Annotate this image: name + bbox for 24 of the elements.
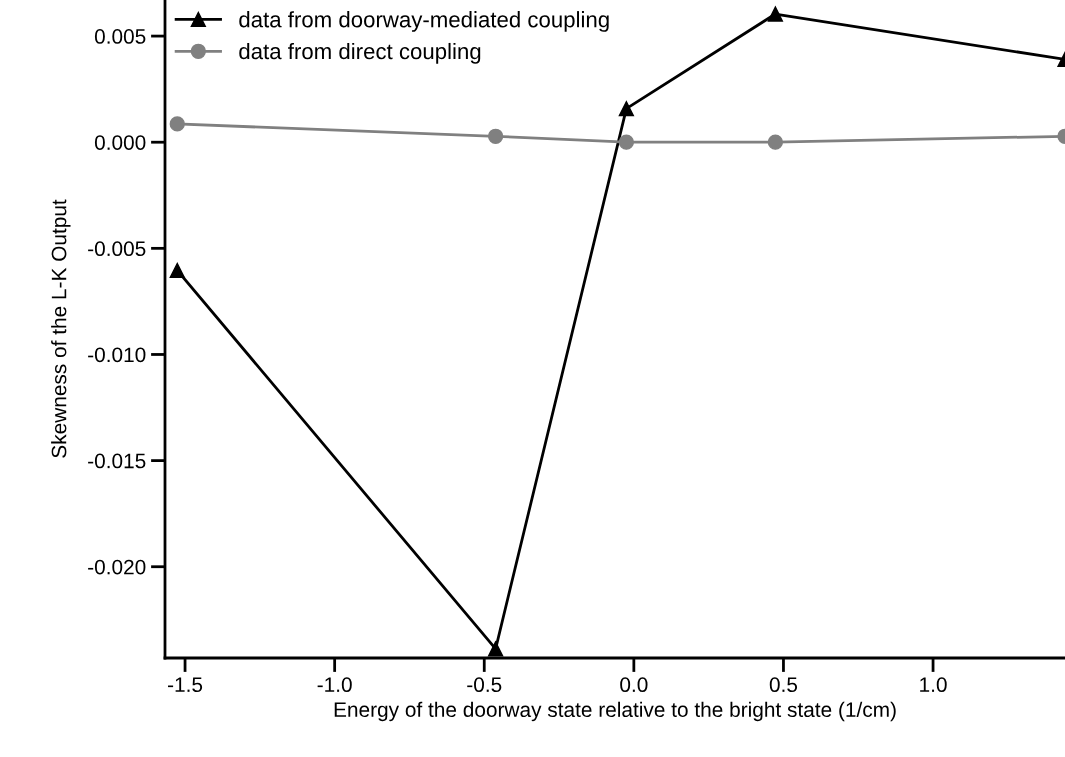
point — [767, 134, 784, 150]
y-tick-label: 0.000 — [94, 135, 146, 150]
x-tick-label: -0.5 — [467, 677, 502, 693]
point — [487, 128, 504, 144]
y-tick-label: -0.005 — [88, 241, 146, 257]
x-tick-label: 0.0 — [620, 677, 648, 693]
x-tick-label: 1.0 — [920, 677, 947, 693]
point — [618, 101, 635, 117]
x-tick-label: -1.0 — [317, 677, 352, 693]
y-tick-label: -0.020 — [88, 559, 146, 575]
point — [169, 116, 185, 132]
y-tick-label: -0.010 — [88, 347, 146, 363]
y-tick-label: -0.015 — [88, 453, 146, 469]
x-tick-label: -1.5 — [168, 677, 203, 693]
x-tick-label: 0.5 — [769, 677, 798, 693]
point — [487, 641, 504, 657]
y-tick-label: 0.005 — [94, 29, 146, 44]
y-axis-title: Skewness of the L-K Output — [51, 199, 71, 458]
legend-label: data from doorway-mediated coupling — [239, 11, 609, 32]
point — [169, 262, 185, 279]
x-axis-title: Energy of the doorway state relative to the bright state (1/cm) — [334, 701, 896, 722]
point — [767, 6, 784, 22]
point — [618, 134, 635, 150]
legend-label: data from direct coupling — [239, 42, 481, 64]
